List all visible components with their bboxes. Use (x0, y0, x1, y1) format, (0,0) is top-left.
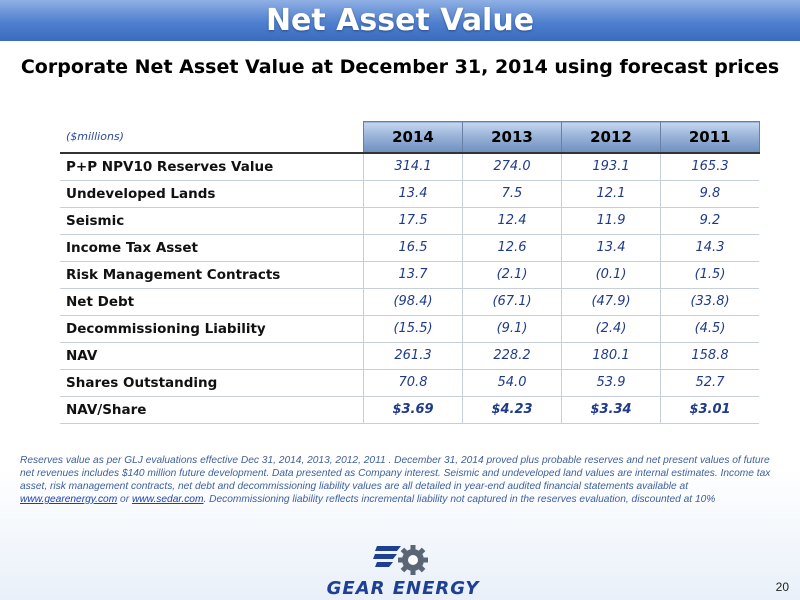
table-cell: $4.23 (462, 396, 562, 424)
table-cell: (33.8) (660, 288, 759, 316)
title-bar: Net Asset Value (0, 0, 800, 41)
row-label: P+P NPV10 Reserves Value (60, 151, 364, 181)
table-cell: (67.1) (462, 288, 562, 316)
table-header-row: ($millions) 2014 2013 2012 2011 (60, 121, 760, 154)
row-label: NAV (60, 342, 364, 370)
table-cell: (47.9) (561, 288, 661, 316)
table-cell: 314.1 (363, 151, 463, 181)
table-cell: 261.3 (363, 342, 463, 370)
table-cell: 13.4 (561, 234, 661, 262)
company-logo: GEAR ENERGY (318, 540, 488, 599)
page-number: 20 (775, 580, 789, 594)
table-cell: (9.1) (462, 315, 562, 343)
table-cell: 193.1 (561, 151, 661, 181)
table-row: Risk Management Contracts 13.7 (2.1) (0.… (60, 261, 759, 289)
table-cell: (98.4) (363, 288, 463, 316)
gearenergy-link[interactable]: www.gearenergy.com (20, 494, 118, 505)
table-cell: 52.7 (660, 369, 759, 397)
table-cell: 12.1 (561, 180, 661, 208)
sedar-link[interactable]: www.sedar.com (131, 494, 204, 505)
table-row: Seismic 17.5 12.4 11.9 9.2 (60, 207, 759, 235)
table-cell: 9.8 (660, 180, 759, 208)
year-header: 2013 (462, 121, 562, 153)
table-cell: 180.1 (561, 342, 661, 370)
table-row: NAV/Share $3.69 $4.23 $3.34 $3.01 (60, 396, 759, 424)
table-cell: $3.69 (363, 396, 463, 424)
table-cell: (2.4) (561, 315, 661, 343)
row-label: Decommissioning Liability (60, 315, 364, 343)
row-label: Risk Management Contracts (60, 261, 364, 289)
table-row: Undeveloped Lands 13.4 7.5 12.1 9.8 (60, 180, 759, 208)
table-cell: 54.0 (462, 369, 562, 397)
year-header: 2012 (561, 121, 661, 153)
table-cell: 9.2 (660, 207, 759, 235)
table-cell: 7.5 (462, 180, 562, 208)
gear-icon (373, 545, 428, 575)
table-cell: (15.5) (363, 315, 463, 343)
row-label: Seismic (60, 207, 364, 235)
year-header: 2014 (363, 121, 463, 153)
table-cell: 13.4 (363, 180, 463, 208)
table-cell: (0.1) (561, 261, 661, 289)
table-cell: 11.9 (561, 207, 661, 235)
table-cell: (2.1) (462, 261, 562, 289)
table-cell: 17.5 (363, 207, 463, 235)
table-cell: 70.8 (363, 369, 463, 397)
table-cell: 158.8 (660, 342, 759, 370)
footnote-text: or (117, 494, 132, 505)
unit-label: ($millions) (60, 121, 364, 154)
footnote-text: Reserves value as per GLJ evaluations ef… (20, 455, 771, 492)
table-row: Shares Outstanding 70.8 54.0 53.9 52.7 (60, 369, 759, 397)
table-cell: 13.7 (363, 261, 463, 289)
table-cell: 12.6 (462, 234, 562, 262)
table-cell: 16.5 (363, 234, 463, 262)
table-row: Income Tax Asset 16.5 12.6 13.4 14.3 (60, 234, 759, 262)
row-label: NAV/Share (60, 396, 364, 424)
table-cell: 12.4 (462, 207, 562, 235)
table-cell: 14.3 (660, 234, 759, 262)
footnote-text: . Decommissioning liability reflects inc… (203, 494, 716, 505)
row-label: Net Debt (60, 288, 364, 316)
footnote: Reserves value as per GLJ evaluations ef… (20, 454, 780, 506)
row-label: Shares Outstanding (60, 369, 364, 397)
table-cell: 53.9 (561, 369, 661, 397)
table-cell: 228.2 (462, 342, 562, 370)
table-row: Net Debt (98.4) (67.1) (47.9) (33.8) (60, 288, 759, 316)
year-header: 2011 (660, 121, 760, 153)
table-cell: $3.01 (660, 396, 759, 424)
logo-wordmark: GEAR ENERGY (326, 578, 480, 599)
table-cell: $3.34 (561, 396, 661, 424)
table-row: Decommissioning Liability (15.5) (9.1) (… (60, 315, 759, 343)
table-row: P+P NPV10 Reserves Value 314.1 274.0 193… (60, 151, 759, 181)
nav-table: ($millions) 2014 2013 2012 2011 P+P NPV1… (60, 121, 760, 424)
page-title: Net Asset Value (265, 3, 535, 38)
page-subtitle: Corporate Net Asset Value at December 31… (20, 56, 780, 78)
row-label: Income Tax Asset (60, 234, 364, 262)
table-cell: (1.5) (660, 261, 759, 289)
table-cell: 274.0 (462, 151, 562, 181)
table-cell: (4.5) (660, 315, 759, 343)
table-row: NAV 261.3 228.2 180.1 158.8 (60, 342, 759, 370)
table-cell: 165.3 (660, 151, 759, 181)
row-label: Undeveloped Lands (60, 180, 364, 208)
